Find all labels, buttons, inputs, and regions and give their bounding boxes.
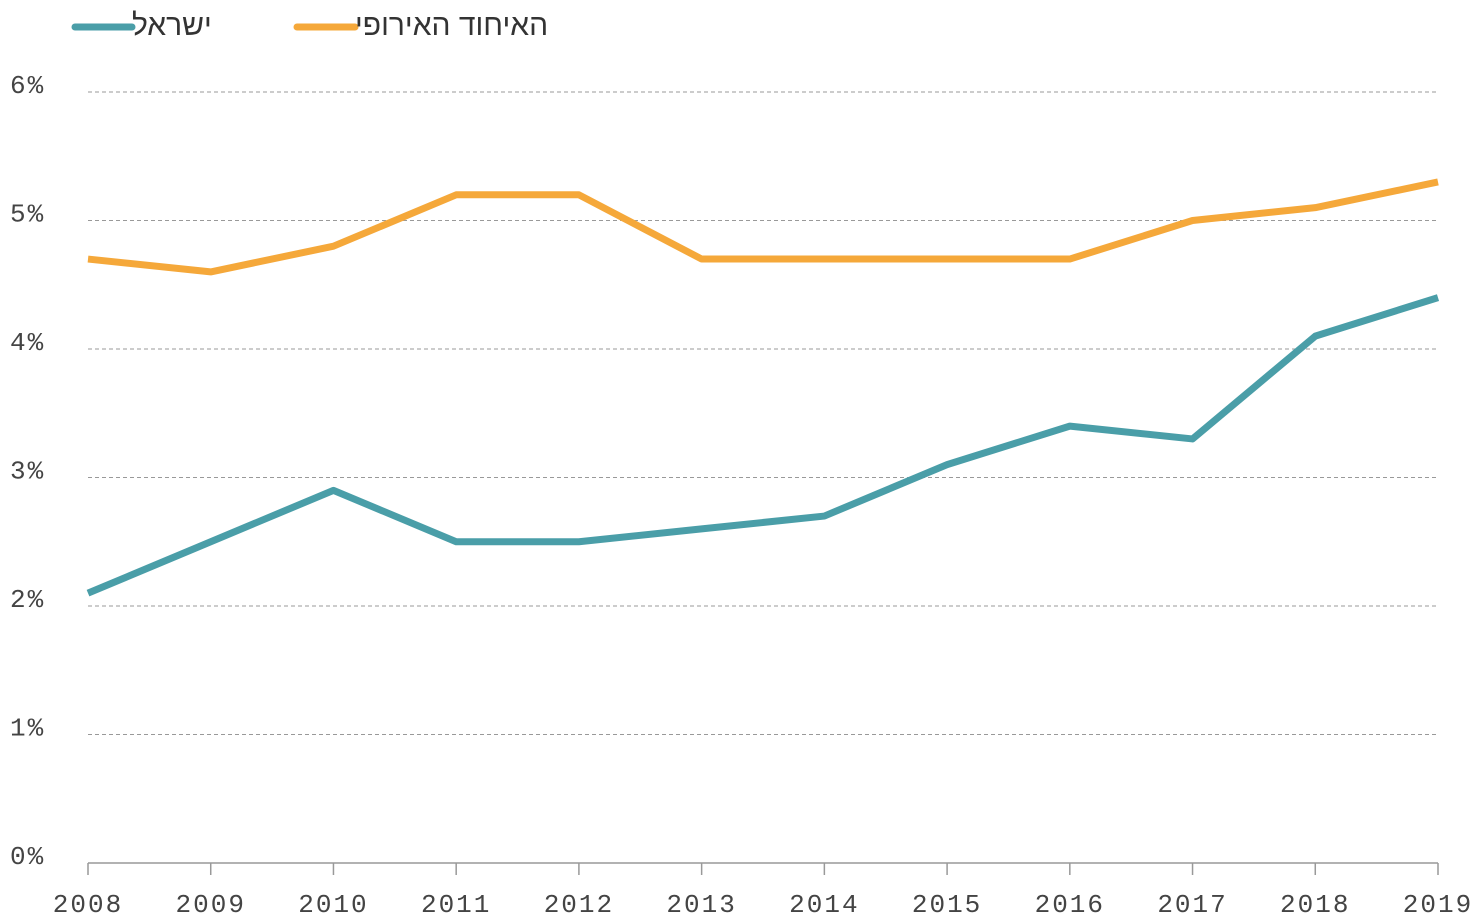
series-line xyxy=(86,294,1440,597)
legend-label: ישראל xyxy=(132,9,212,42)
x-tick-label: 2016 xyxy=(1035,890,1105,920)
x-tick-label: 2014 xyxy=(789,890,859,920)
x-tick-label: 2011 xyxy=(421,890,491,920)
x-tick-label: 2008 xyxy=(53,890,123,920)
y-tick-label: 6% xyxy=(10,71,45,101)
x-tick-label: 2013 xyxy=(666,890,736,920)
x-tick-label: 2012 xyxy=(544,890,614,920)
x-tick-label: 2010 xyxy=(298,890,368,920)
x-tick-label: 2015 xyxy=(912,890,982,920)
y-tick-label: 4% xyxy=(10,328,45,358)
x-tick-label: 2019 xyxy=(1403,890,1473,920)
x-tick-label: 2017 xyxy=(1157,890,1227,920)
y-tick-label: 0% xyxy=(10,842,45,872)
y-tick-label: 5% xyxy=(10,199,45,229)
y-tick-label: 2% xyxy=(10,585,45,615)
y-tick-label: 3% xyxy=(10,456,45,486)
y-tick-label: 1% xyxy=(10,713,45,743)
legend-label: האיחוד האירופי xyxy=(355,9,548,42)
series-line xyxy=(87,178,1439,276)
x-tick-label: 2009 xyxy=(176,890,246,920)
x-tick-label: 2018 xyxy=(1280,890,1350,920)
